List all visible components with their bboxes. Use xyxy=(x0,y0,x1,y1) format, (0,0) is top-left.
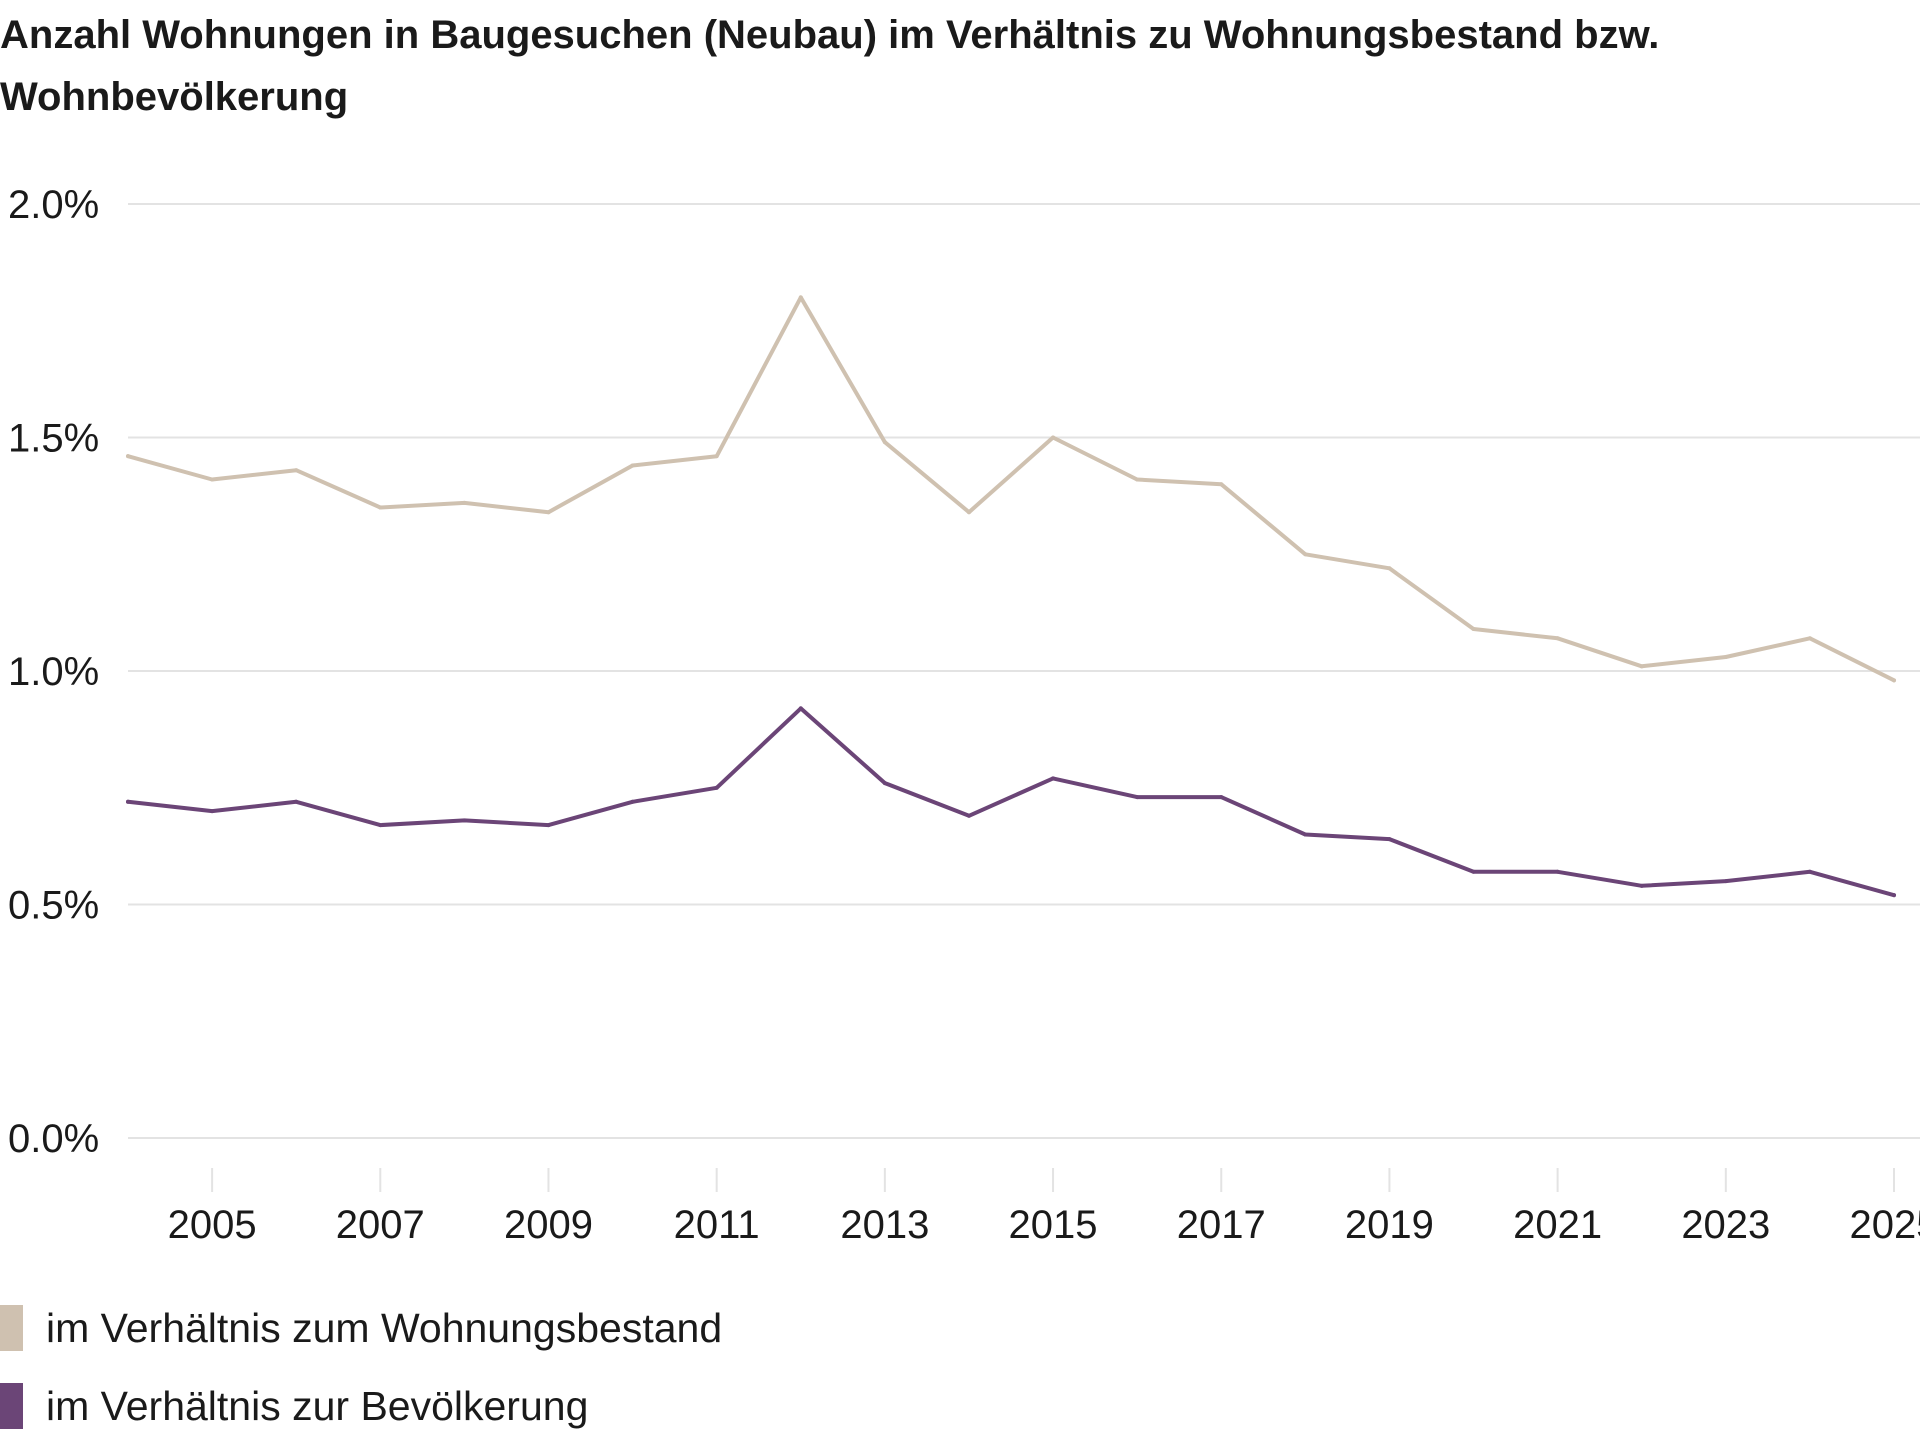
data-point xyxy=(294,468,299,473)
y-tick-label: 1.5% xyxy=(8,417,99,461)
y-tick-label: 0.0% xyxy=(8,1117,99,1161)
data-point xyxy=(462,818,467,823)
data-point xyxy=(882,781,887,786)
data-point xyxy=(1219,482,1224,487)
x-tick-label: 2017 xyxy=(1177,1203,1266,1247)
x-tick-label: 2009 xyxy=(504,1203,593,1247)
data-point xyxy=(1051,435,1056,440)
data-point xyxy=(1807,869,1812,874)
data-point xyxy=(1387,566,1392,571)
data-point xyxy=(126,799,130,804)
y-tick-label: 2.0% xyxy=(8,183,99,227)
data-point xyxy=(210,477,215,482)
data-point xyxy=(378,505,383,510)
x-tick-label: 2023 xyxy=(1681,1203,1770,1247)
x-tick-label: 2005 xyxy=(168,1203,257,1247)
data-point xyxy=(126,454,130,459)
x-tick-label: 2007 xyxy=(336,1203,425,1247)
data-point xyxy=(1807,636,1812,641)
data-point xyxy=(1555,636,1560,641)
data-point xyxy=(1892,678,1896,683)
data-point xyxy=(1639,664,1644,669)
series-line-bevoelkerung xyxy=(126,706,1896,898)
data-point xyxy=(1051,776,1056,781)
data-point xyxy=(1471,626,1476,631)
data-point xyxy=(546,510,551,515)
data-point xyxy=(1303,552,1308,557)
data-point xyxy=(1387,837,1392,842)
series-lines xyxy=(126,295,1896,898)
y-tick-label: 1.0% xyxy=(8,650,99,694)
x-tick-label: 2013 xyxy=(840,1203,929,1247)
legend-label-bevoelkerung: im Verhältnis zur Bevölkerung xyxy=(46,1383,589,1429)
data-point xyxy=(1723,654,1728,659)
y-tick-label: 0.5% xyxy=(8,884,99,928)
data-point xyxy=(1723,879,1728,884)
gridlines xyxy=(128,203,1920,1139)
data-point xyxy=(1219,795,1224,800)
data-point xyxy=(462,500,467,505)
legend-label-wohnungsbestand: im Verhältnis zum Wohnungsbestand xyxy=(46,1305,723,1351)
data-point xyxy=(1135,795,1140,800)
data-point xyxy=(1555,869,1560,874)
data-point xyxy=(1471,869,1476,874)
legend-swatch-bevoelkerung xyxy=(0,1383,23,1429)
x-tick-label: 2019 xyxy=(1345,1203,1434,1247)
data-point xyxy=(378,823,383,828)
legend-swatch-wohnungsbestand xyxy=(0,1305,23,1351)
x-tick-label: 2015 xyxy=(1009,1203,1098,1247)
data-point xyxy=(1639,883,1644,888)
x-axis-labels: 2005 2007 2009 2011 2013 2015 2017 2019 2021 2023… xyxy=(168,1203,1920,1247)
data-point xyxy=(798,706,803,711)
data-point xyxy=(630,799,635,804)
chart-title: Anzahl Wohnungen in Baugesuchen (Neubau)… xyxy=(0,13,1660,119)
data-point xyxy=(966,813,971,818)
data-point xyxy=(966,510,971,515)
data-point xyxy=(1135,477,1140,482)
data-point xyxy=(882,440,887,445)
data-point xyxy=(798,295,803,300)
x-tick-label: 2025 xyxy=(1850,1203,1920,1247)
x-axis-ticks xyxy=(211,1168,1895,1192)
data-point xyxy=(1303,832,1308,837)
x-tick-label: 2021 xyxy=(1513,1203,1602,1247)
y-axis-labels: 0.0% 0.5% 1.0% 1.5% 2.0% xyxy=(8,183,99,1161)
data-point xyxy=(546,823,551,828)
x-tick-label: 2011 xyxy=(674,1203,760,1247)
data-point xyxy=(630,463,635,468)
data-point xyxy=(714,785,719,790)
data-point xyxy=(294,799,299,804)
data-point xyxy=(714,454,719,459)
data-point xyxy=(210,809,215,814)
data-point xyxy=(1892,893,1896,898)
series-line-wohnungsbestand xyxy=(126,295,1896,683)
